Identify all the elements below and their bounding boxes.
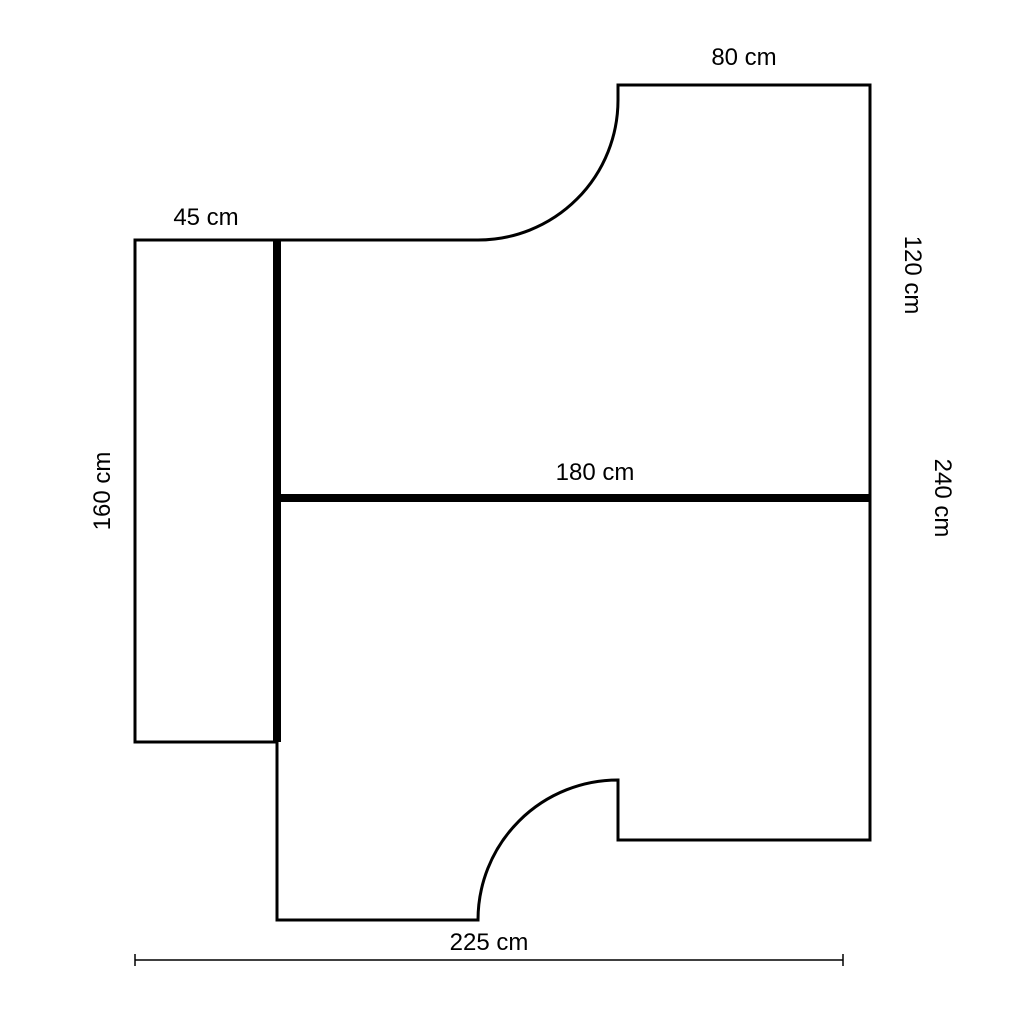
dim-top-right: 80 cm bbox=[711, 44, 776, 71]
dim-left-tab: 45 cm bbox=[173, 204, 238, 231]
technical-diagram: 80 cm 45 cm 120 cm 160 cm 240 cm 180 cm … bbox=[0, 0, 1024, 1024]
dim-bottom-total: 225 cm bbox=[450, 929, 529, 956]
dim-right-upper: 120 cm bbox=[899, 236, 926, 315]
dim-right-side: 240 cm bbox=[929, 459, 956, 538]
dim-middle-divider: 180 cm bbox=[556, 459, 635, 486]
outline-path bbox=[135, 85, 870, 920]
dim-left-side: 160 cm bbox=[89, 452, 116, 531]
